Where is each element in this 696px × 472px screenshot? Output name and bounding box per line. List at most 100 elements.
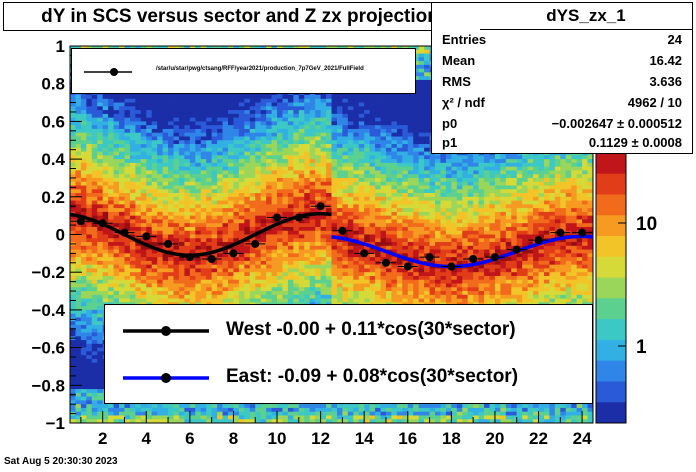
heatmap-cell — [75, 291, 82, 296]
heatmap-cell — [102, 185, 109, 190]
heatmap-cell — [189, 294, 196, 299]
heatmap-cell — [119, 95, 125, 100]
heatmap-cell — [91, 132, 98, 137]
heatmap-cell — [173, 298, 180, 303]
heatmap-cell — [108, 208, 114, 213]
heatmap-cell — [70, 306, 76, 311]
heatmap-cell — [184, 234, 191, 239]
heatmap-cell — [200, 166, 207, 171]
heatmap-cell — [97, 407, 104, 413]
heatmap-cell — [157, 230, 164, 235]
heatmap-cell — [227, 298, 234, 303]
heatmap-cell — [178, 113, 185, 119]
heatmap-cell — [173, 136, 180, 141]
heatmap-cell — [157, 121, 164, 126]
heatmap-cell — [189, 155, 196, 160]
heatmap-cell — [249, 260, 256, 266]
heatmap-cell — [277, 283, 283, 288]
heatmap-cell — [217, 419, 223, 424]
heatmap-cell — [86, 162, 93, 168]
heatmap-cell — [315, 102, 322, 107]
heatmap-cell — [140, 177, 147, 183]
heatmap-cell — [211, 226, 218, 232]
heatmap-cell — [304, 181, 311, 186]
heatmap-cell — [222, 193, 229, 198]
heatmap-cell — [233, 287, 240, 292]
heatmap-cell — [282, 298, 289, 303]
heatmap-cell — [238, 177, 245, 183]
heatmap-cell — [271, 110, 278, 115]
heatmap-cell — [184, 155, 191, 160]
heatmap-cell — [119, 234, 125, 239]
heatmap-cell — [146, 230, 153, 235]
heatmap-cell — [309, 121, 316, 126]
heatmap-cell — [97, 400, 104, 405]
heatmap-cell — [102, 147, 109, 152]
heatmap-cell — [178, 211, 185, 217]
heatmap-cell — [86, 411, 93, 416]
heatmap-cell — [200, 113, 207, 119]
heatmap-cell — [309, 151, 316, 156]
heatmap-cell — [326, 298, 332, 303]
heatmap-cell — [271, 279, 278, 284]
heatmap-cell — [108, 242, 114, 247]
heatmap-cell — [217, 185, 223, 190]
heatmap-cell — [157, 151, 164, 156]
heatmap-cell — [238, 102, 245, 107]
heatmap-cell — [113, 279, 120, 284]
heatmap-cell — [320, 166, 327, 171]
heatmap-cell — [70, 95, 76, 100]
heatmap-cell — [227, 185, 234, 190]
heatmap-cell — [227, 264, 234, 269]
heatmap-cell — [129, 177, 136, 183]
heatmap-cell — [331, 287, 338, 292]
heatmap-cell — [320, 102, 327, 107]
heatmap-cell — [211, 106, 218, 111]
heatmap-cell — [70, 275, 76, 281]
heatmap-cell — [227, 159, 234, 164]
heatmap-cell — [255, 98, 262, 103]
heatmap-cell — [173, 208, 180, 213]
heatmap-cell — [75, 196, 82, 201]
heatmap-cell — [70, 321, 76, 326]
heatmap-cell — [200, 234, 207, 239]
heatmap-cell — [304, 155, 311, 160]
heatmap-cell — [80, 238, 87, 243]
heatmap-cell — [282, 268, 289, 273]
heatmap-cell — [222, 238, 229, 243]
heatmap-cell — [151, 287, 158, 292]
heatmap-cell — [211, 291, 218, 296]
heatmap-cell — [184, 238, 191, 243]
heatmap-cell — [238, 174, 245, 179]
heatmap-cell — [320, 419, 327, 424]
heatmap-cell — [206, 136, 213, 141]
heatmap-cell — [200, 144, 207, 149]
heatmap-cell — [178, 407, 185, 413]
heatmap-cell — [113, 208, 120, 213]
heatmap-cell — [326, 260, 332, 266]
heatmap-cell — [151, 264, 158, 269]
heatmap-cell — [91, 392, 98, 398]
heatmap-cell — [86, 272, 93, 277]
heatmap-cell — [178, 200, 185, 205]
heatmap-cell — [293, 208, 300, 213]
heatmap-cell — [91, 117, 98, 122]
heatmap-cell — [255, 155, 262, 160]
heatmap-cell — [304, 272, 311, 277]
heatmap-cell — [266, 211, 272, 217]
heatmap-cell — [97, 291, 104, 296]
heatmap-cell — [287, 106, 294, 111]
heatmap-cell — [260, 128, 267, 134]
heatmap-cell — [266, 298, 272, 303]
heatmap-cell — [266, 196, 272, 201]
heatmap-cell — [124, 219, 131, 224]
heatmap-cell — [211, 208, 218, 213]
heatmap-cell — [320, 223, 327, 228]
heatmap-cell — [206, 121, 213, 126]
heatmap-cell — [146, 275, 153, 281]
heatmap-cell — [260, 279, 267, 284]
heatmap-cell — [135, 147, 142, 152]
heatmap-cell — [255, 257, 262, 262]
heatmap-cell — [86, 279, 93, 284]
heatmap-cell — [173, 147, 180, 152]
